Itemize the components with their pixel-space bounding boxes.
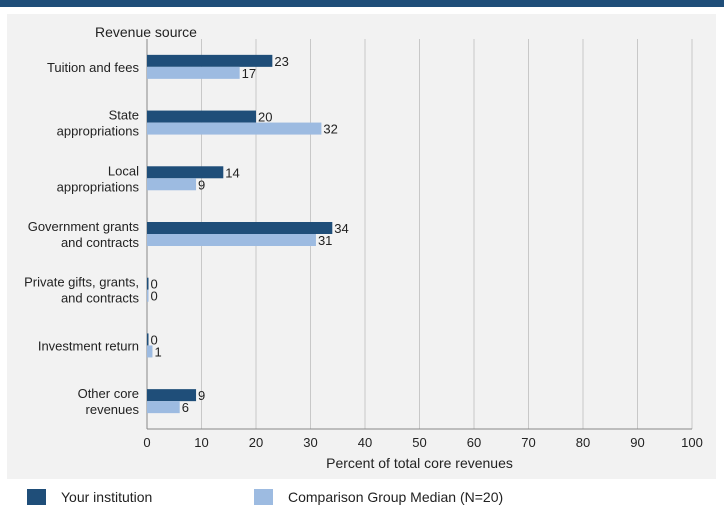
bar-comparison [147, 345, 153, 358]
data-label: 14 [225, 165, 239, 180]
data-label: 1 [154, 344, 161, 359]
bar-comparison [147, 401, 180, 414]
category-label: Local [108, 163, 139, 178]
data-label: 6 [182, 400, 189, 415]
x-tick-label: 10 [194, 435, 208, 450]
category-label: Tuition and fees [47, 60, 140, 75]
x-tick-label: 20 [249, 435, 263, 450]
x-tick-label: 100 [681, 435, 703, 450]
legend-swatch-comparison [254, 489, 273, 505]
data-label: 0 [151, 277, 158, 292]
x-axis-title: Percent of total core revenues [326, 455, 513, 471]
bar-comparison [147, 234, 316, 246]
data-label: 32 [323, 122, 337, 137]
legend-swatch-institution [27, 489, 46, 505]
data-label: 20 [258, 110, 272, 125]
data-label: 9 [198, 177, 205, 192]
x-tick-label: 30 [303, 435, 317, 450]
bar-comparison [147, 66, 240, 79]
x-tick-label: 0 [143, 435, 150, 450]
data-label: 31 [318, 233, 332, 248]
legend-item-institution: Your institution [27, 484, 152, 510]
data-label: 23 [274, 54, 288, 69]
data-label: 34 [334, 221, 348, 236]
legend: Your institution Comparison Group Median… [0, 484, 724, 510]
legend-item-comparison: Comparison Group Median (N=20) [254, 484, 503, 510]
bar-institution [147, 110, 256, 123]
bar-institution [147, 389, 197, 402]
category-label: and contracts [61, 291, 140, 306]
x-tick-label: 90 [630, 435, 644, 450]
category-label: Private gifts, grants, [24, 275, 139, 290]
x-tick-label: 60 [467, 435, 481, 450]
bar-comparison [147, 289, 149, 302]
category-label: Investment return [38, 338, 139, 353]
category-axis-title: Revenue source [95, 24, 197, 40]
bar-institution [147, 222, 333, 234]
bar-institution [147, 166, 224, 179]
legend-label-institution: Your institution [61, 489, 153, 505]
bar-institution [147, 277, 149, 290]
bar-institution [147, 54, 273, 67]
category-label: and contracts [61, 235, 140, 250]
category-label: Other core [78, 386, 139, 401]
x-tick-label: 40 [358, 435, 372, 450]
bar-comparison [147, 178, 197, 191]
x-tick-label: 70 [521, 435, 535, 450]
header-bar [0, 0, 724, 7]
category-label: revenues [86, 402, 140, 417]
chart-panel: 0 10 20 30 40 50 60 70 80 90 100 Revenue source Perc… [7, 14, 716, 479]
data-label: 0 [151, 332, 158, 347]
data-label: 17 [242, 66, 256, 81]
legend-label-comparison: Comparison Group Median (N=20) [288, 489, 504, 505]
x-tick-label: 80 [576, 435, 590, 450]
data-label: 9 [198, 388, 205, 403]
bar-institution [147, 333, 149, 346]
category-label: appropriations [57, 124, 140, 139]
x-tick-label: 50 [412, 435, 426, 450]
category-label: State [109, 108, 139, 123]
bar-comparison [147, 122, 322, 135]
category-label: appropriations [57, 179, 140, 194]
category-label: Government grants [28, 219, 140, 234]
data-label: 0 [151, 289, 158, 304]
